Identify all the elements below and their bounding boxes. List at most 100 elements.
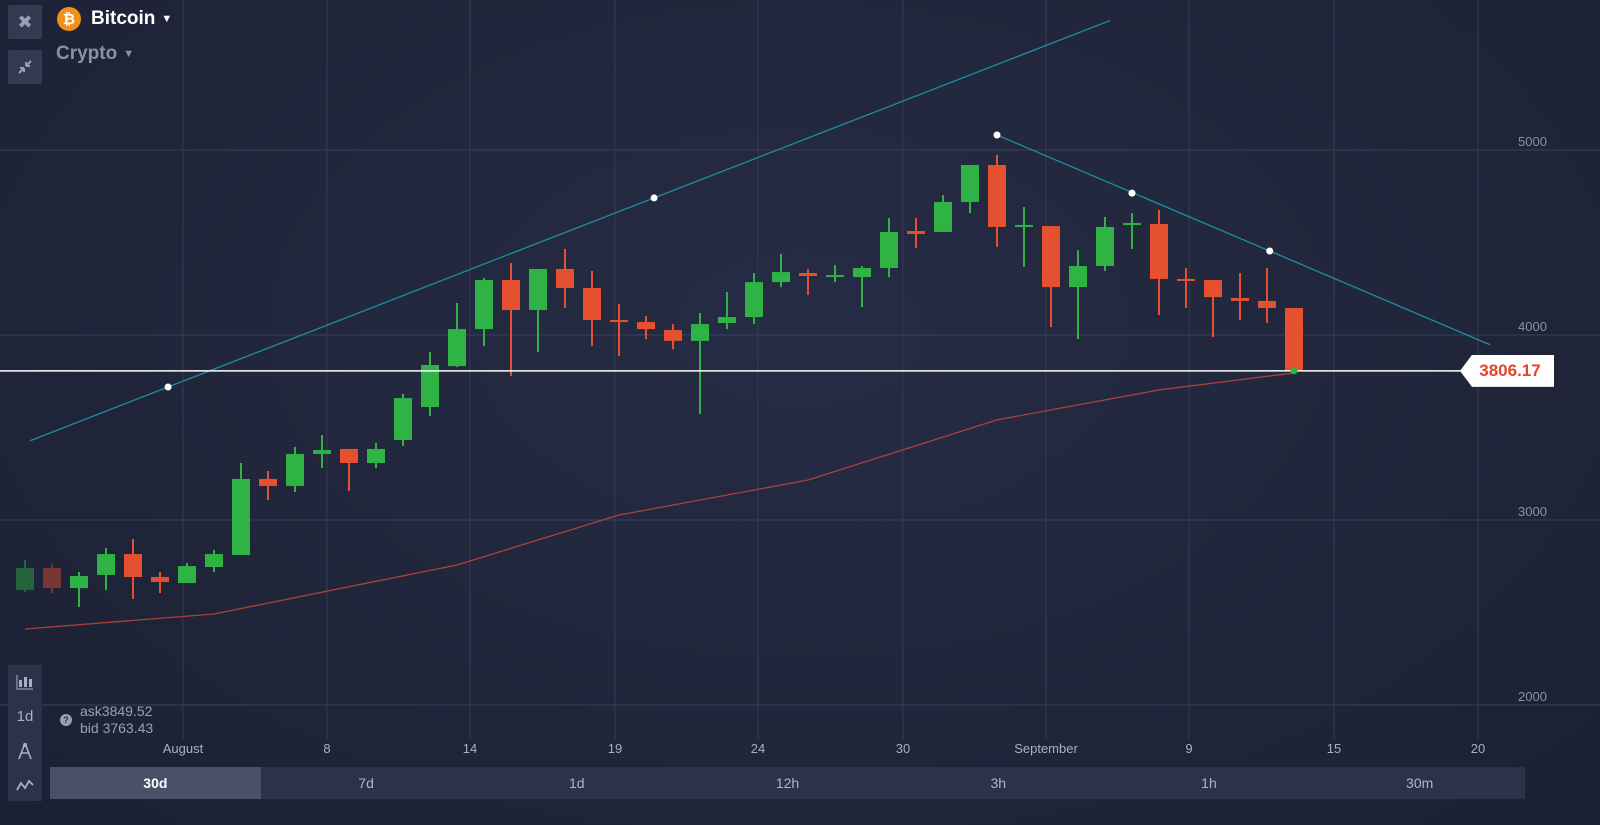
collapse-button[interactable]	[8, 50, 42, 84]
candle	[1285, 307, 1303, 371]
candle-body	[718, 317, 736, 323]
y-tick-label: 5000	[1518, 134, 1547, 149]
candle-body	[556, 268, 574, 289]
candle	[907, 218, 925, 249]
candle-body	[1042, 226, 1060, 288]
candle	[988, 154, 1006, 247]
collapse-arrows-icon	[18, 60, 32, 74]
bid-value: 3763.43	[102, 720, 154, 736]
candle	[16, 559, 34, 592]
candle-body	[610, 320, 628, 323]
candle-body	[583, 288, 601, 321]
y-tick-label: 4000	[1518, 319, 1547, 334]
candle	[286, 446, 304, 493]
candle-body	[664, 330, 682, 341]
chart-tools: 1d	[8, 665, 42, 801]
candle	[70, 571, 88, 607]
candle	[1204, 280, 1222, 338]
candle-body	[232, 478, 250, 555]
candle-body	[637, 322, 655, 330]
x-tick-label: 9	[1185, 741, 1193, 756]
candle-body	[97, 554, 115, 575]
trendline-anchor	[1266, 247, 1274, 255]
candle-body	[367, 448, 385, 464]
candle-body	[772, 272, 790, 283]
candle-body	[1285, 307, 1303, 371]
tab-1d[interactable]: 1d	[569, 775, 585, 791]
candle	[637, 315, 655, 340]
chart-grid	[0, 0, 1600, 740]
candle	[691, 312, 709, 414]
candle-body	[853, 268, 871, 278]
tab-12h[interactable]: 12h	[775, 775, 800, 791]
candle-body	[205, 554, 223, 567]
x-tick-label: 24	[750, 741, 766, 756]
candle	[610, 303, 628, 357]
candle	[772, 253, 790, 288]
candle	[232, 463, 250, 555]
chevron-down-icon: ▼	[161, 13, 173, 25]
candle-body	[988, 164, 1006, 227]
candle-body	[880, 231, 898, 269]
candle-body	[43, 567, 61, 589]
category-selector[interactable]: Crypto ▼	[56, 43, 134, 65]
candle	[475, 278, 493, 347]
trendline-anchor	[1128, 189, 1136, 197]
trendline	[996, 134, 1491, 346]
tab-7d[interactable]: 7d	[358, 775, 374, 791]
candle	[43, 564, 61, 594]
tab-30d[interactable]: 30d	[50, 767, 261, 799]
interval-button[interactable]: 1d	[16, 707, 34, 725]
candle	[502, 263, 520, 377]
close-button[interactable]: ✖	[8, 5, 42, 39]
candle	[367, 443, 385, 469]
candle-body	[1150, 224, 1168, 279]
y-tick-label: 2000	[1518, 689, 1547, 704]
tab-1h[interactable]: 1h	[1201, 775, 1217, 791]
candle	[259, 470, 277, 501]
candle	[448, 302, 466, 368]
candle-body	[124, 554, 142, 577]
candle	[340, 448, 358, 491]
candle	[880, 218, 898, 278]
candle	[583, 270, 601, 347]
help-icon[interactable]: ?	[60, 714, 72, 726]
trendline-anchor	[993, 131, 1001, 139]
candle	[1231, 273, 1249, 321]
tab-30m[interactable]: 30m	[1406, 775, 1434, 791]
candle	[394, 394, 412, 446]
x-tick-label: 19	[607, 741, 623, 756]
trendlines-layer	[29, 19, 1491, 442]
candle-body	[421, 364, 439, 407]
x-tick-label: 14	[462, 741, 478, 756]
candle-body	[907, 231, 925, 234]
candle-body	[70, 576, 88, 589]
candle-body	[1015, 224, 1033, 227]
candle-body	[259, 478, 277, 486]
trendline-anchor	[164, 383, 172, 391]
candle-body	[745, 282, 763, 318]
candle	[205, 549, 223, 572]
bid-label: bid	[80, 720, 99, 736]
candle-body	[1096, 226, 1114, 266]
candle-body	[1258, 300, 1276, 308]
indicators-icon[interactable]	[16, 778, 34, 792]
tab-3h[interactable]: 3h	[990, 775, 1007, 791]
candle-body	[16, 567, 34, 590]
moving-average-layer	[24, 372, 1295, 630]
candle	[1042, 226, 1060, 328]
candlestick-chart-icon[interactable]	[16, 674, 34, 690]
candle	[1069, 250, 1087, 340]
y-tick-label: 3000	[1518, 504, 1547, 519]
compass-icon[interactable]	[17, 742, 33, 760]
candle	[745, 273, 763, 325]
candle	[799, 268, 817, 296]
candle-body	[286, 453, 304, 486]
timeframe-tabs: 30d 7d 1d 12h 3h 1h 30m	[50, 767, 1525, 799]
candle	[124, 539, 142, 599]
candle	[1177, 268, 1195, 308]
candle-body	[799, 273, 817, 276]
asset-selector[interactable]: ₿ Bitcoin ▼	[57, 7, 172, 31]
candle	[826, 265, 844, 283]
